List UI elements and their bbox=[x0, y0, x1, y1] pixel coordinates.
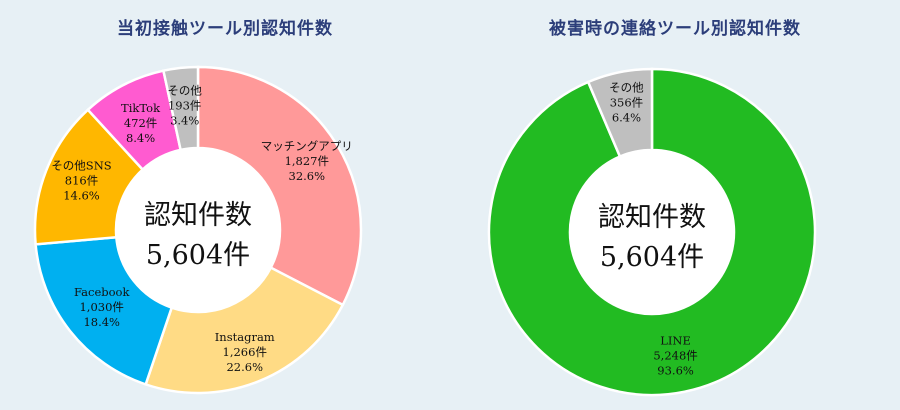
center-value: 5,604件 bbox=[146, 240, 250, 271]
slice-count: 5,248件 bbox=[653, 348, 697, 362]
slice-name: マッチングアプリ bbox=[261, 139, 353, 153]
slice-1 bbox=[586, 67, 654, 159]
center-title: 認知件数 bbox=[598, 202, 706, 233]
slice-percent: 93.6% bbox=[657, 363, 694, 377]
slice-name: LINE bbox=[660, 333, 691, 347]
slice-count: 356件 bbox=[610, 96, 643, 110]
slice-percent: 8.4% bbox=[126, 131, 155, 145]
slice-count: 1,827件 bbox=[285, 154, 329, 168]
slice-percent: 22.6% bbox=[226, 360, 263, 374]
donut-hole bbox=[570, 150, 734, 314]
slice-name: TikTok bbox=[121, 101, 161, 115]
slice-name: その他 bbox=[609, 81, 644, 95]
chart-panel-left: 当初接触ツール別認知件数 マッチングアプリ 1,827件 32.6% Instagra… bbox=[33, 19, 363, 395]
chart-title-right: 被害時の連絡ツール別認知件数 bbox=[549, 19, 801, 39]
slice-percent: 6.4% bbox=[612, 111, 641, 125]
slice-name: その他SNS bbox=[51, 159, 111, 173]
slice-count: 193件 bbox=[168, 99, 201, 113]
chart-panel-right: 被害時の連絡ツール別認知件数 LINE 5,248件 93.6% その他 356件 6.4… bbox=[450, 0, 900, 410]
slice-count: 472件 bbox=[124, 116, 157, 130]
slice-name: Instagram bbox=[215, 330, 275, 344]
chart-title-left: 当初接触ツール別認知件数 bbox=[117, 19, 333, 39]
slice-percent: 32.6% bbox=[289, 169, 326, 183]
slice-name: その他 bbox=[167, 84, 202, 98]
center-value: 5,604件 bbox=[600, 242, 704, 273]
slice-count: 1,030件 bbox=[79, 300, 123, 314]
slice-percent: 3.4% bbox=[170, 114, 199, 128]
slice-name: Facebook bbox=[74, 285, 131, 299]
slice-percent: 14.6% bbox=[63, 189, 100, 203]
center-title: 認知件数 bbox=[144, 200, 252, 231]
slice-count: 1,266件 bbox=[223, 345, 267, 359]
slice-count: 816件 bbox=[65, 174, 98, 188]
donut-hole bbox=[116, 148, 280, 312]
slice-percent: 18.4% bbox=[83, 315, 120, 329]
